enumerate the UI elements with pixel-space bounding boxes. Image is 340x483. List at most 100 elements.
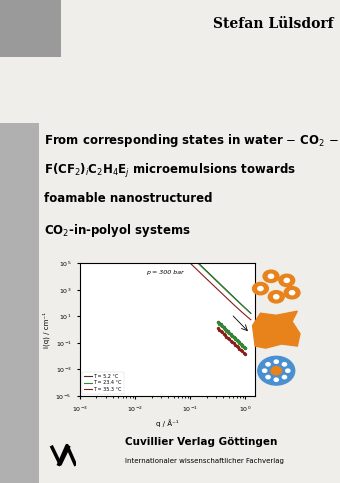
Circle shape [274, 378, 278, 382]
Line: T = 5.2 °C: T = 5.2 °C [80, 149, 251, 313]
Circle shape [268, 291, 284, 303]
Point [224, 326, 229, 334]
T = 23.4 °C [233, 296, 237, 301]
Bar [0, 123, 39, 483]
Circle shape [279, 274, 295, 286]
Point [217, 320, 222, 327]
Text: p = 300 bar: p = 300 bar [147, 270, 184, 275]
Circle shape [286, 369, 290, 372]
Point [231, 340, 236, 347]
Point [217, 319, 222, 327]
Point [241, 349, 246, 356]
T = 35.3 °C [180, 252, 184, 258]
T = 5.2 °C [183, 247, 187, 253]
T = 23.4 °C [249, 311, 253, 316]
T = 35.3 °C [179, 252, 183, 257]
T = 35.3 °C [222, 293, 226, 298]
Point [228, 330, 234, 338]
Point [228, 331, 234, 339]
Point [231, 334, 236, 341]
Point [225, 328, 231, 336]
Point [242, 350, 248, 358]
T = 35.3 °C [183, 255, 187, 261]
T = 23.4 °C [179, 244, 183, 250]
Point [218, 321, 223, 329]
Polygon shape [253, 311, 300, 348]
T = 35.3 °C [78, 154, 82, 160]
T = 23.4 °C [180, 245, 184, 251]
Point [237, 339, 242, 346]
Point [233, 335, 238, 342]
Circle shape [289, 291, 295, 295]
Point [222, 331, 228, 339]
Point [230, 332, 235, 340]
Circle shape [253, 283, 268, 295]
Circle shape [262, 369, 267, 372]
T = 35.3 °C [79, 155, 83, 160]
T = 5.2 °C [180, 244, 184, 250]
Point [238, 340, 244, 348]
Point [234, 336, 239, 344]
Point [241, 343, 246, 351]
Point [215, 318, 220, 326]
Point [242, 344, 248, 352]
Circle shape [266, 375, 270, 379]
Point [227, 329, 232, 337]
Circle shape [268, 274, 274, 278]
T = 23.4 °C [222, 285, 226, 291]
Point [219, 322, 225, 330]
Point [225, 327, 231, 335]
Legend: T = 5.2 °C, T = 23.4 °C, T = 35.3 °C: T = 5.2 °C, T = 23.4 °C, T = 35.3 °C [82, 372, 124, 394]
Line: T = 35.3 °C: T = 35.3 °C [80, 157, 251, 320]
Text: Stefan Lülsdorf: Stefan Lülsdorf [212, 17, 333, 31]
Text: CO$_2$-in-polyol systems: CO$_2$-in-polyol systems [44, 222, 191, 239]
T = 35.3 °C [233, 303, 237, 309]
T = 5.2 °C [79, 147, 83, 153]
T = 5.2 °C [233, 295, 237, 301]
Text: Cuvillier Verlag Göttingen: Cuvillier Verlag Göttingen [125, 437, 277, 447]
Point [242, 344, 248, 352]
Text: F(CF$_2$)$_i$C$_2$H$_4$E$_j$ microemulsions towards: F(CF$_2$)$_i$C$_2$H$_4$E$_j$ microemulsi… [44, 162, 296, 180]
Circle shape [258, 286, 263, 291]
X-axis label: q / Å⁻¹: q / Å⁻¹ [156, 419, 179, 427]
Point [230, 332, 235, 340]
Point [218, 321, 223, 328]
Point [240, 347, 245, 355]
Point [221, 324, 226, 332]
T = 5.2 °C [179, 243, 183, 249]
T = 23.4 °C [183, 247, 187, 253]
Circle shape [263, 270, 279, 283]
Circle shape [258, 356, 295, 385]
Circle shape [274, 360, 278, 363]
Point [217, 326, 222, 334]
Point [227, 336, 232, 343]
Point [233, 334, 238, 342]
T = 5.2 °C [222, 285, 226, 291]
Point [219, 328, 225, 336]
T = 35.3 °C [249, 317, 253, 323]
Point [221, 330, 226, 338]
Point [235, 343, 241, 351]
Point [235, 337, 241, 345]
T = 5.2 °C [78, 146, 82, 152]
Point [237, 345, 242, 353]
Circle shape [271, 367, 282, 375]
Line: T = 23.4 °C: T = 23.4 °C [80, 150, 251, 313]
Point [225, 334, 231, 342]
Point [227, 329, 232, 337]
Circle shape [284, 278, 289, 283]
Point [215, 325, 220, 332]
T = 5.2 °C [249, 311, 253, 316]
Point [221, 323, 226, 331]
Point [228, 337, 234, 344]
Text: From corresponding states in water $-$ CO$_2$ $-$: From corresponding states in water $-$ C… [44, 132, 339, 149]
Circle shape [266, 363, 270, 366]
Point [237, 339, 242, 347]
Text: Internationaler wissenschaftlicher Fachverlag: Internationaler wissenschaftlicher Fachv… [125, 458, 284, 464]
Point [215, 318, 220, 326]
Text: foamable nanostructured: foamable nanostructured [44, 192, 213, 205]
Circle shape [274, 295, 279, 299]
Point [240, 341, 245, 349]
Point [238, 341, 244, 348]
Circle shape [284, 286, 300, 299]
